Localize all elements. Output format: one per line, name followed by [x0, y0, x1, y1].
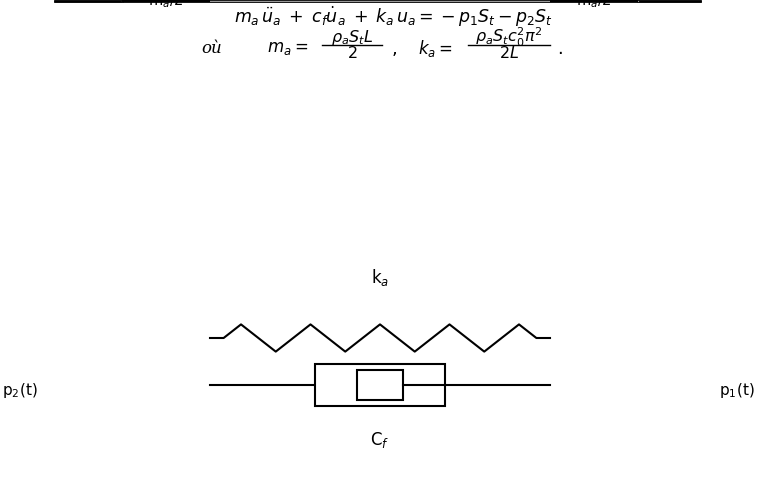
Text: où: où	[201, 40, 223, 57]
Text: $,$: $,$	[391, 39, 397, 58]
Text: $m_a=$: $m_a=$	[267, 40, 308, 57]
Bar	[357, 370, 403, 400]
Text: m$_a$/2: m$_a$/2	[148, 0, 184, 10]
Bar	[315, 364, 445, 406]
Text: $\rho_a S_t L$: $\rho_a S_t L$	[331, 28, 373, 47]
Text: p$_2$(t): p$_2$(t)	[2, 381, 38, 399]
Text: $2$: $2$	[347, 46, 357, 62]
Text: $.$: $.$	[557, 39, 563, 58]
Text: $\rho_a S_t c_0^2 \pi^2$: $\rho_a S_t c_0^2 \pi^2$	[475, 26, 543, 49]
Text: C$_f$: C$_f$	[370, 430, 390, 450]
Text: $m_a\,\ddot{u}_a\;+\;c_f\dot{u}_a\;+\;k_a\,u_a = -p_1 S_t - p_2 S_t$: $m_a\,\ddot{u}_a\;+\;c_f\dot{u}_a\;+\;k_…	[235, 5, 553, 29]
Text: m$_a$/2: m$_a$/2	[576, 0, 612, 10]
Text: $2L$: $2L$	[499, 46, 519, 62]
Text: $k_a=$: $k_a=$	[418, 38, 453, 59]
Text: p$_1$(t): p$_1$(t)	[719, 381, 755, 399]
Text: k$_a$: k$_a$	[371, 267, 389, 289]
